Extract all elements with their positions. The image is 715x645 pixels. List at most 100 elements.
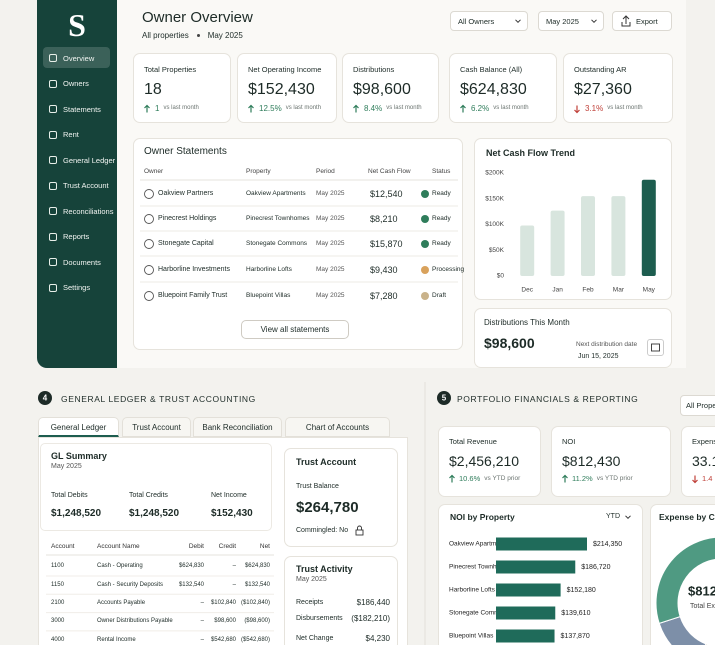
nav-item[interactable]: Overview — [63, 53, 95, 63]
column-header: Period — [316, 168, 335, 176]
kpi-card — [681, 426, 715, 497]
noi-filter[interactable]: YTD — [606, 512, 620, 520]
tab[interactable] — [38, 417, 119, 437]
gl-cell: Cash - Security Deposits — [97, 581, 164, 588]
nav-item[interactable]: Reports — [63, 232, 90, 241]
property-name: Harborline Lofts — [246, 266, 292, 274]
gl-cell: – — [200, 600, 204, 606]
column-header: Account — [51, 543, 75, 551]
column-header: Debit — [188, 543, 204, 551]
distributions-card — [474, 308, 672, 368]
gl-cell: $102,840 — [210, 600, 236, 606]
kpi-label: Total Properties — [144, 64, 197, 74]
kpi-value: 18 — [144, 81, 162, 99]
kpi-change-text: vs last month — [163, 105, 199, 112]
subtitle-text: All properties — [142, 31, 189, 40]
kpi-value: $152,430 — [248, 81, 315, 99]
kpi-change-text: vs YTD prior — [596, 474, 633, 482]
nav-item[interactable]: Reconciliations — [63, 206, 114, 216]
activity-label: Disbursements — [296, 614, 343, 622]
export-label[interactable]: Export — [636, 16, 658, 26]
gl-cell: – — [232, 563, 236, 570]
property-name: Oakview Apartments — [246, 190, 306, 198]
kpi-change: 6.2% vs last month — [471, 104, 529, 114]
column-header: Owner — [144, 168, 164, 176]
filter-label[interactable]: All Prope — [686, 401, 715, 410]
stat-value: $1,248,520 — [129, 508, 180, 519]
nav-item[interactable]: Statements — [63, 104, 101, 114]
stat-label: Total Debits — [51, 491, 88, 499]
net-cash-flow: $12,540 — [370, 188, 403, 199]
nav-active — [43, 47, 110, 68]
section-number-bg — [437, 391, 451, 405]
status-text: Ready — [432, 215, 451, 223]
kpi-change: 3.1% vs last month — [585, 104, 643, 114]
section-title: PORTFOLIO FINANCIALS & REPORTING — [457, 393, 639, 404]
kpi-change-text: 10.6% — [459, 474, 481, 483]
nav-icon — [49, 156, 57, 164]
filter-label[interactable]: All Owners — [458, 16, 495, 26]
card-title: Owner Statements — [144, 146, 227, 157]
activity-value: ($182,210) — [351, 614, 390, 624]
tab-label[interactable]: General Ledger — [50, 423, 107, 433]
column-header: Status — [432, 168, 451, 176]
nav-icon — [49, 54, 57, 62]
nav-item[interactable]: Rent — [63, 130, 79, 139]
nav-icon — [49, 283, 57, 292]
next-date: Jun 15, 2025 — [578, 352, 619, 360]
header-button[interactable] — [450, 11, 528, 31]
gl-cell: 1150 — [51, 581, 64, 588]
kpi-card — [563, 53, 673, 123]
distributions-amount: $98,600 — [484, 334, 535, 351]
tab-label[interactable]: Bank Reconciliation — [202, 423, 273, 433]
filter-button[interactable] — [680, 395, 715, 416]
activity-label: Net Change — [296, 634, 334, 642]
calendar-button[interactable] — [647, 339, 664, 356]
period: May 2025 — [316, 240, 345, 248]
next-label: Next distribution date — [576, 341, 638, 349]
nav-item[interactable]: General Ledger — [63, 155, 116, 165]
nav-item[interactable]: Owners — [63, 79, 89, 88]
kpi-change-text: 1.4 — [702, 474, 713, 483]
tab-label[interactable]: Trust Account — [132, 423, 181, 433]
nav-item[interactable]: Documents — [63, 257, 101, 267]
kpi-value: $2,456,210 — [449, 452, 520, 469]
nav-icon — [49, 232, 57, 241]
filter-label[interactable]: May 2025 — [546, 16, 579, 26]
button-label[interactable]: View all statements — [260, 324, 330, 334]
expense-card — [650, 504, 715, 645]
stat-label: Net Income — [211, 491, 247, 499]
gl-cell: Cash - Operating — [97, 563, 143, 570]
kpi-change: 8.4% vs last month — [364, 104, 422, 114]
period: May 2025 — [316, 190, 345, 198]
tab-label[interactable]: Chart of Accounts — [305, 423, 370, 433]
tab[interactable] — [122, 417, 191, 437]
column-header: Net Cash Flow — [368, 168, 411, 176]
section-number-bg — [38, 391, 52, 405]
kpi-label: Total Revenue — [449, 436, 497, 446]
kpi-label: Net Operating Income — [248, 64, 322, 74]
page-title: Owner Overview — [142, 9, 253, 26]
gl-cell: $132,540 — [244, 581, 270, 588]
tab[interactable] — [193, 417, 282, 437]
nav-item[interactable]: Trust Account — [63, 181, 109, 190]
tab[interactable] — [285, 417, 390, 437]
kpi-change-text: 11.2% — [572, 474, 593, 483]
header-button[interactable] — [538, 11, 604, 31]
kpi-change: 12.5% vs last month — [259, 104, 321, 114]
cash-flow-card — [474, 138, 672, 300]
view-all-button[interactable] — [241, 320, 349, 339]
gl-cell: Rental Income — [97, 636, 136, 643]
section-number: 4 — [43, 394, 48, 403]
kpi-label: NOI — [562, 436, 576, 446]
gl-cell: ($98,600) — [244, 618, 270, 625]
balance-label: Trust Balance — [296, 482, 339, 490]
nav-icon — [49, 79, 57, 88]
card-title: Distributions This Month — [484, 318, 570, 328]
kpi-change-text: vs last month — [386, 105, 422, 112]
gl-summary-card — [40, 443, 272, 531]
nav-item[interactable]: Settings — [63, 283, 91, 292]
status-text: Ready — [432, 190, 451, 198]
trust-balance: $264,780 — [296, 499, 359, 516]
